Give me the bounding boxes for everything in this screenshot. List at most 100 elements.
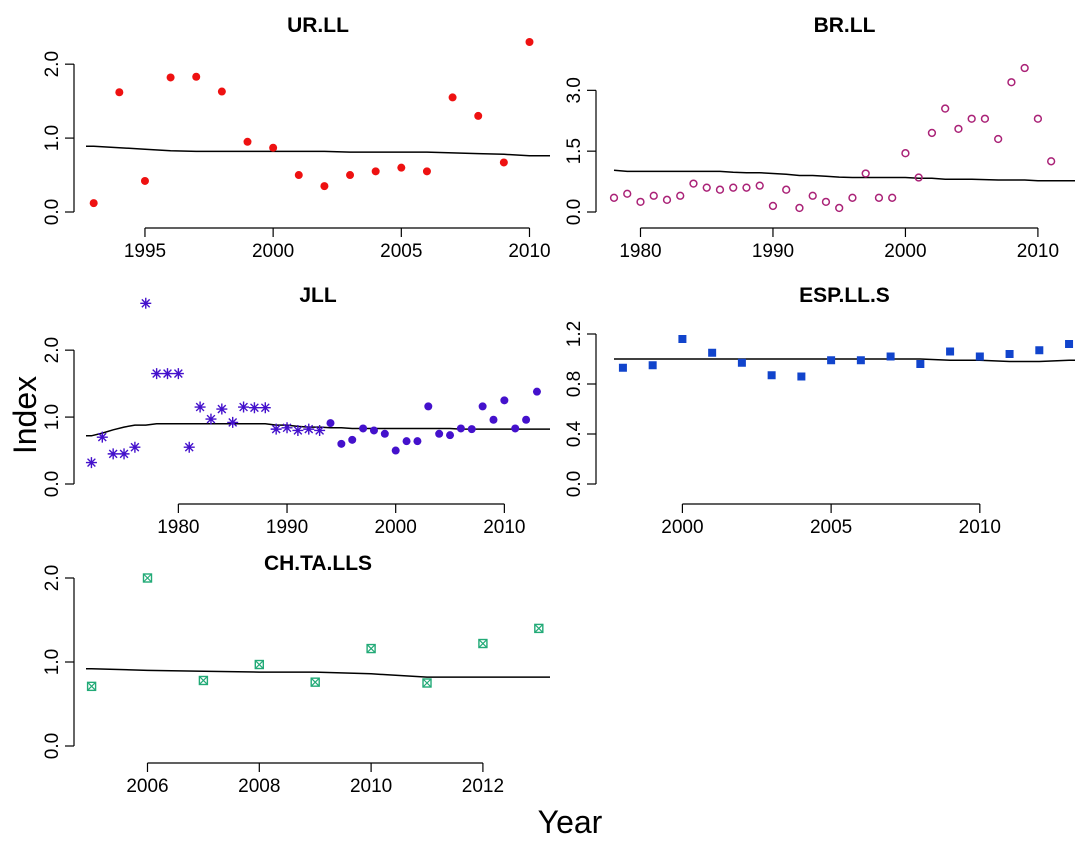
x-tick-label: 2005 [380, 241, 422, 262]
data-point [248, 402, 260, 414]
data-point [499, 158, 508, 167]
data-point [402, 437, 411, 446]
data-point [474, 111, 483, 120]
data-point [821, 197, 831, 207]
panel-4: ESP.LL.S 0.0 0.4 0.8 1.2 2000 2005 2010 [564, 284, 1075, 538]
data-point [954, 124, 963, 134]
data-point [636, 197, 645, 207]
data-point [89, 199, 98, 208]
data-point [320, 182, 329, 191]
data-point [835, 203, 844, 213]
data-point [1007, 78, 1016, 87]
data-point [755, 181, 764, 190]
data-point [371, 167, 380, 176]
data-point [861, 169, 870, 178]
data-point [183, 441, 195, 453]
data-point [689, 179, 698, 188]
data-point [292, 424, 304, 436]
y-tick-label: 0.0 [42, 733, 63, 759]
data-point [380, 429, 389, 438]
x-axis-label: Year [538, 804, 603, 840]
x-tick-label: 2010 [483, 517, 525, 538]
x-tick-label: 2012 [462, 776, 504, 797]
y-tick-label: 0.0 [42, 199, 63, 225]
data-point [85, 457, 97, 469]
data-point [192, 72, 201, 81]
data-point [856, 356, 865, 365]
data-point [500, 396, 509, 405]
data-point [1020, 63, 1029, 73]
panel-3: JLL 0.0 1.0 2.0 1980 1990 2000 2010 [42, 284, 550, 538]
panel-title: UR.LL [287, 14, 349, 37]
data-point [413, 437, 422, 446]
data-point [980, 114, 990, 123]
data-point [172, 368, 184, 380]
data-point [478, 402, 487, 411]
data-point [359, 424, 368, 433]
data-point [198, 675, 209, 686]
panel-title: JLL [299, 284, 337, 307]
data-point [348, 435, 357, 444]
data-point [975, 352, 984, 361]
data-point [422, 678, 432, 688]
data-point [782, 185, 791, 194]
data-point [303, 423, 315, 435]
panel-title: CH.TA.LLS [264, 552, 372, 575]
y-tick-label: 1.2 [564, 321, 585, 347]
data-point [623, 189, 632, 198]
data-point [1035, 346, 1044, 355]
x-tick-label: 2010 [1017, 241, 1059, 262]
x-tick-label: 1990 [752, 241, 794, 262]
y-tick-label: 2.0 [42, 51, 63, 77]
data-point [227, 416, 239, 428]
data-point [532, 387, 541, 396]
fitted-line [86, 667, 550, 678]
data-point [848, 193, 857, 202]
fitted-line [613, 169, 1075, 182]
x-tick-label: 2000 [252, 241, 294, 262]
y-tick-label: 0.4 [564, 420, 585, 447]
data-point [467, 425, 476, 434]
data-point [281, 422, 293, 434]
data-point [478, 638, 488, 649]
data-point [946, 347, 955, 356]
y-tick-label: 0.0 [564, 199, 585, 225]
x-tick-label: 2010 [350, 776, 392, 797]
data-point [609, 193, 619, 202]
data-point [729, 183, 738, 192]
x-tick-label: 1995 [124, 241, 166, 262]
panel-title: ESP.LL.S [799, 284, 890, 307]
data-point [456, 424, 465, 433]
data-point [397, 163, 406, 172]
data-point [886, 352, 895, 361]
data-point [346, 171, 355, 180]
data-point [194, 401, 206, 413]
data-point [366, 643, 376, 654]
data-point [941, 104, 950, 113]
y-tick-label: 2.0 [42, 337, 63, 363]
data-point [86, 681, 97, 692]
data-point [446, 431, 455, 440]
data-point [294, 171, 303, 180]
fitted-line [86, 145, 550, 157]
data-point [326, 419, 335, 428]
data-point [217, 87, 226, 96]
data-point [1005, 350, 1014, 358]
data-point [808, 191, 817, 200]
data-point [96, 431, 108, 443]
x-tick-label: 2010 [959, 517, 1001, 538]
data-point [768, 201, 778, 211]
data-point [827, 356, 836, 365]
data-point [742, 183, 751, 192]
data-point [310, 677, 320, 687]
data-point [269, 143, 278, 152]
data-point [901, 149, 910, 158]
data-point [314, 424, 326, 436]
data-point [205, 413, 217, 425]
data-point [254, 659, 265, 670]
data-point [337, 439, 346, 448]
data-point [525, 38, 534, 46]
data-point [1033, 114, 1043, 123]
y-tick-label: 1.0 [42, 649, 63, 675]
